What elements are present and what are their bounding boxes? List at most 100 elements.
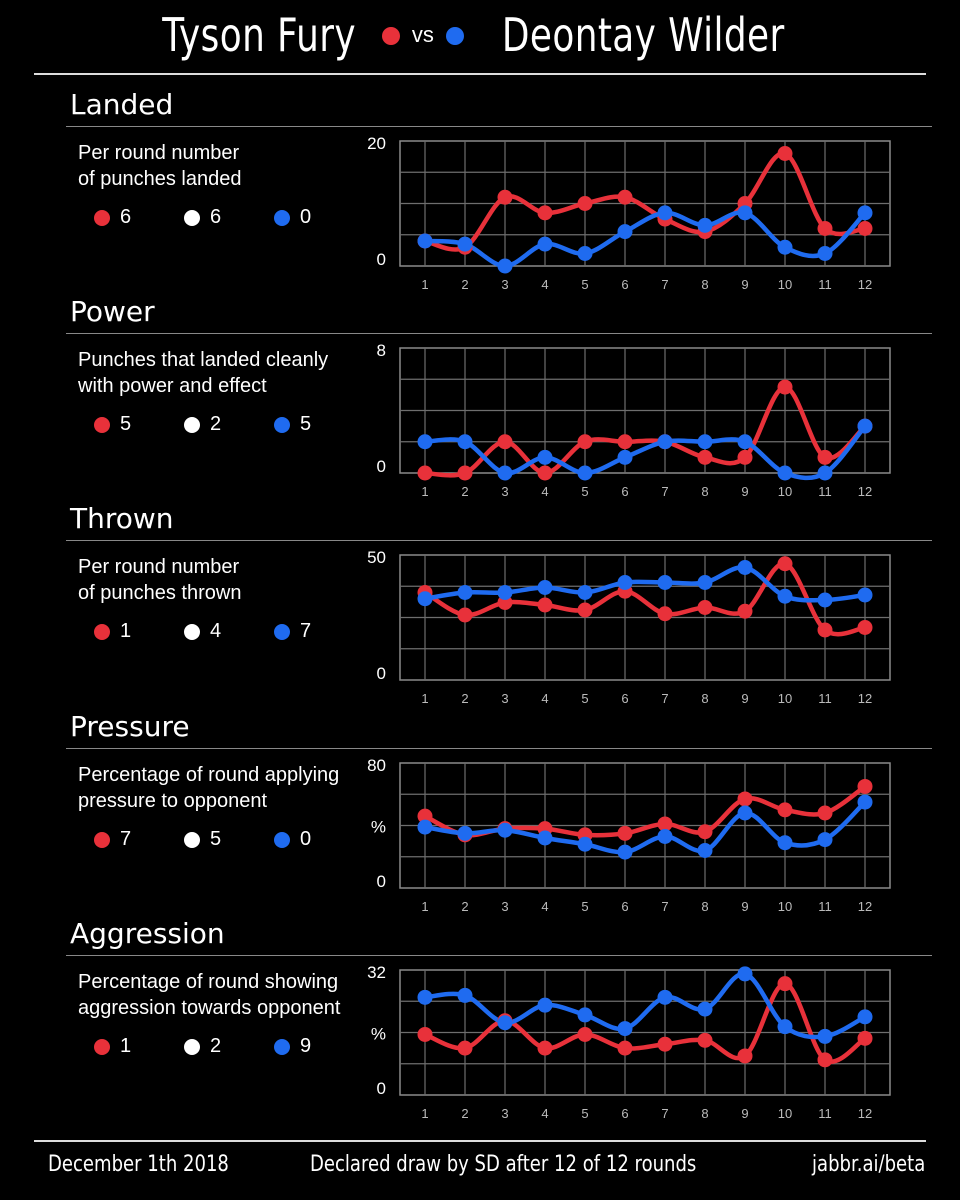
data-point-red	[697, 824, 713, 840]
legend-value: 5	[120, 413, 132, 435]
legend-item: 5	[274, 413, 311, 436]
x-tick-label: 1	[421, 899, 428, 914]
data-point-red	[577, 602, 593, 618]
data-point-blue	[577, 246, 593, 261]
data-point-blue	[577, 465, 593, 481]
x-tick-label: 3	[501, 1106, 508, 1121]
x-tick-label: 2	[461, 277, 468, 292]
legend-value: 1	[120, 620, 132, 642]
data-point-red	[577, 1026, 593, 1042]
x-tick-label: 3	[501, 691, 508, 706]
legend-item: 7	[274, 620, 311, 643]
legend-item: 4	[184, 620, 221, 643]
x-tick-label: 5	[581, 899, 588, 914]
legend-item: 0	[274, 828, 311, 851]
data-point-red	[457, 607, 473, 623]
data-point-red	[457, 465, 473, 481]
data-point-blue	[777, 1019, 793, 1035]
x-tick-label: 5	[581, 691, 588, 706]
panel-divider	[66, 955, 932, 956]
y-tick-label: 80	[367, 756, 386, 775]
y-tick-label: 0	[377, 1079, 386, 1098]
x-tick-label: 7	[661, 277, 668, 292]
x-tick-label: 8	[701, 899, 708, 914]
data-point-red	[737, 603, 753, 619]
footer-site[interactable]: jabbr.ai/beta	[812, 1152, 926, 1177]
data-point-blue	[857, 418, 873, 434]
data-point-red	[577, 196, 593, 211]
data-point-blue	[857, 205, 873, 221]
legend-value: 6	[210, 206, 222, 228]
series-line-red	[424, 981, 867, 1064]
legend-dot-icon	[94, 416, 110, 433]
data-point-blue	[697, 434, 713, 450]
x-tick-label: 12	[858, 1106, 872, 1121]
data-point-blue	[617, 575, 633, 590]
x-tick-label: 1	[421, 277, 428, 292]
data-point-red	[537, 597, 553, 613]
header: Tyson Fury vs Deontay Wilder	[0, 0, 960, 75]
panel-divider	[66, 748, 932, 749]
x-tick-label: 10	[778, 899, 792, 914]
data-point-blue	[617, 844, 633, 860]
legend-item: 2	[184, 413, 221, 436]
x-tick-label: 6	[621, 1106, 628, 1121]
data-point-blue	[497, 465, 513, 481]
x-tick-label: 1	[421, 691, 428, 706]
data-point-blue	[697, 575, 713, 590]
panel-power: Power Punches that landed cleanly with pow…	[0, 295, 960, 502]
legend-dot-icon	[94, 831, 110, 848]
data-point-blue	[697, 843, 713, 858]
versus-label: vs	[411, 22, 434, 47]
data-point-red	[657, 606, 673, 622]
title: Tyson Fury vs Deontay Wilder	[0, 8, 960, 62]
data-point-blue	[657, 989, 673, 1005]
x-tick-label: 7	[661, 899, 668, 914]
legend-dot-icon	[274, 623, 290, 640]
legend-value: 2	[210, 1035, 222, 1057]
y-tick-label: 8	[377, 341, 386, 360]
x-tick-label: 11	[818, 484, 832, 499]
description-line-2: aggression towards opponent	[78, 997, 341, 1019]
data-point-blue	[577, 585, 593, 600]
data-point-red	[457, 1040, 473, 1056]
data-point-blue	[537, 830, 553, 846]
legend-value: 0	[300, 206, 312, 228]
data-point-red	[817, 449, 833, 465]
legend-dot-icon	[94, 623, 110, 640]
x-tick-label: 11	[818, 899, 832, 914]
x-tick-label: 9	[741, 277, 748, 292]
x-tick-label: 12	[858, 484, 872, 499]
data-point-red	[537, 205, 553, 221]
legend-dot-icon	[94, 209, 110, 226]
y-tick-label: 0	[377, 457, 386, 476]
data-point-blue	[737, 434, 753, 450]
description-line-2: with power and effect	[78, 375, 267, 397]
line-chart: 801 2 3 4 5 6 7 8 9 10 11 12	[377, 341, 891, 499]
legend-item: 6	[184, 206, 221, 229]
x-tick-label: 4	[541, 484, 548, 499]
x-tick-label: 11	[818, 277, 832, 292]
description-line-1: Percentage of round applying	[78, 764, 340, 786]
data-point-blue	[737, 966, 753, 982]
data-point-red	[817, 622, 833, 638]
description-line-2: pressure to opponent	[78, 790, 268, 812]
panel-divider	[66, 540, 932, 541]
x-tick-label: 9	[741, 691, 748, 706]
data-point-blue	[737, 805, 753, 821]
data-point-blue	[457, 236, 473, 252]
legend-value: 0	[300, 828, 312, 850]
panel-thrown: Thrown Per round number of punches thrown 1…	[0, 502, 960, 709]
data-point-blue	[617, 224, 633, 240]
data-point-blue	[737, 205, 753, 221]
footer-divider	[34, 1140, 926, 1142]
data-point-red	[817, 805, 833, 821]
data-point-blue	[777, 588, 793, 604]
panel-pressure: Pressure Percentage of round applying pres…	[0, 710, 960, 917]
legend-dot-icon	[184, 1038, 200, 1055]
versus-group: vs	[381, 22, 464, 48]
data-point-blue	[817, 592, 833, 608]
data-point-blue	[497, 1015, 513, 1031]
data-point-blue	[737, 560, 753, 575]
